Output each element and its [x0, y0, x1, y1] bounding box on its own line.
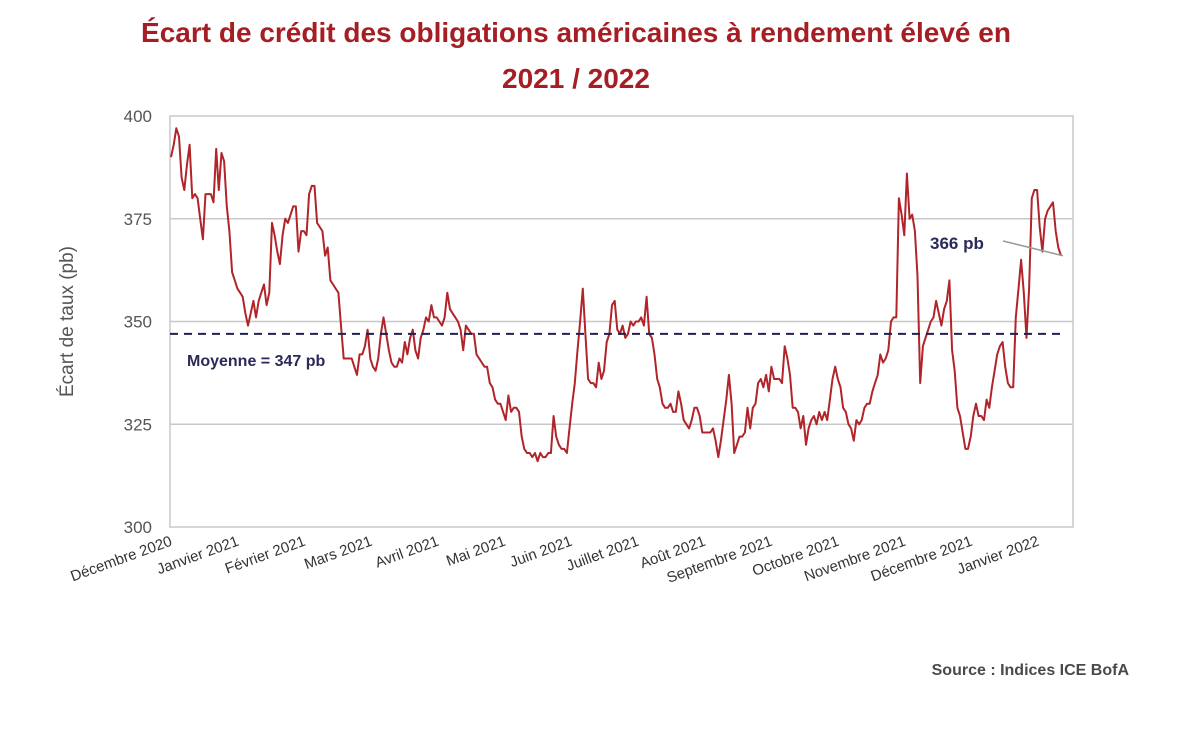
series-line: [170, 127, 1062, 463]
last-value-label: 366 pb: [930, 234, 984, 253]
y-axis-label: Écart de taux (pb): [57, 246, 78, 397]
x-tick-label: Mai 2021: [444, 533, 508, 570]
y-tick-label: 350: [124, 313, 152, 332]
y-tick-label: 400: [124, 107, 152, 126]
y-tick-label: 375: [124, 210, 152, 229]
x-tick-label: Décembre 2020: [68, 533, 174, 585]
y-tick-label: 300: [124, 518, 152, 537]
x-tick-label: Juillet 2021: [564, 533, 641, 575]
last-value-leader: [1002, 240, 1064, 257]
y-tick-label: 325: [124, 415, 152, 434]
mean-label: Moyenne = 347 pb: [187, 353, 325, 370]
chart-title: Écart de crédit des obligations américai…: [0, 10, 1152, 102]
x-tick-label: Avril 2021: [373, 533, 441, 572]
chart-title-line1: Écart de crédit des obligations américai…: [141, 17, 1011, 48]
chart-title-line2: 2021 / 2022: [502, 63, 650, 94]
x-tick-label: Juin 2021: [508, 533, 575, 571]
x-tick-label: Mars 2021: [302, 533, 374, 573]
source-note: Source : Indices ICE BofA: [931, 662, 1129, 679]
